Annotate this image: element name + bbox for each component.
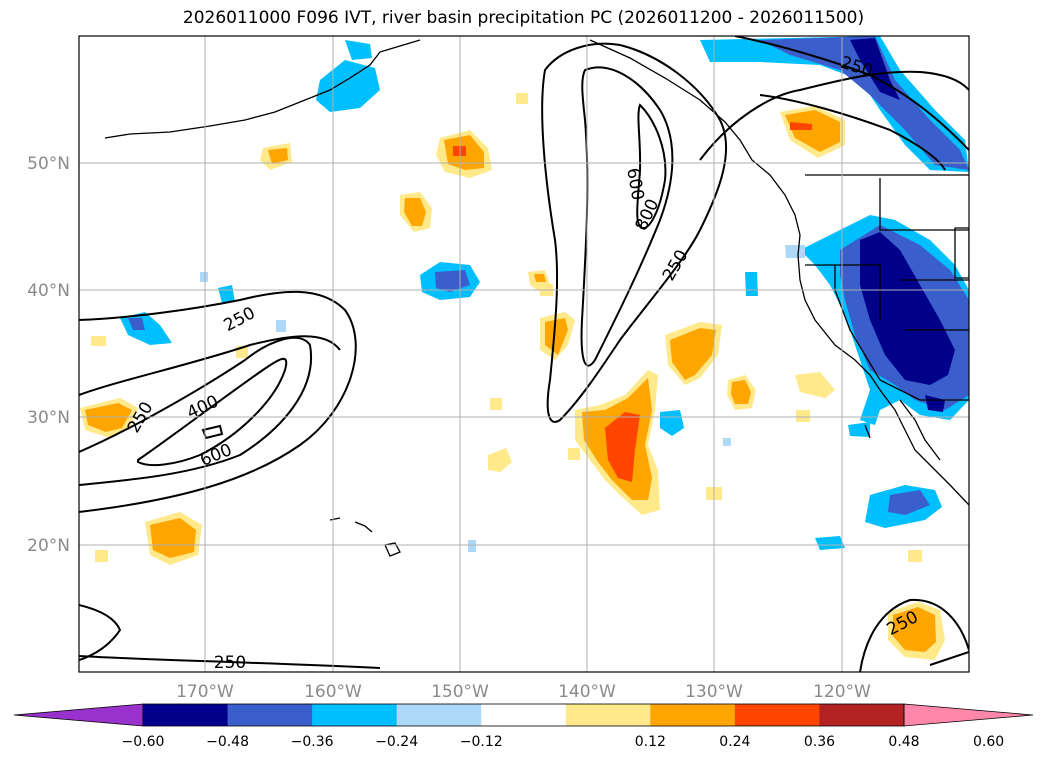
ivt-contour-400-west — [79, 336, 313, 486]
map-frame — [78, 35, 970, 673]
contour-label: 250 — [214, 653, 246, 673]
ivt-contours — [79, 36, 969, 672]
ivt-contour-250-bottom — [79, 655, 381, 669]
lon-tick-label: 140°W — [558, 682, 616, 702]
colorbar-extend-high — [903, 703, 1034, 727]
lat-tick-label: 50°N — [27, 154, 70, 174]
lon-tick-label: 130°W — [685, 682, 743, 702]
map-title: 2026011000 F096 IVT, river basin precipi… — [182, 8, 865, 28]
colorbar-tick-label: −0.48 — [206, 734, 249, 750]
ivt-contour-250-se — [859, 598, 969, 672]
ivt-contour-800-central — [636, 103, 667, 230]
coastlines — [104, 39, 969, 557]
colorbar-extend-low — [13, 703, 144, 727]
colorbar-cell — [396, 704, 482, 726]
colorbar-cell — [481, 704, 567, 726]
colorbar-tick-label: 0.36 — [804, 734, 835, 750]
colorbar-cell — [650, 704, 736, 726]
ivt-contour-250-west — [79, 290, 357, 513]
colorbar-cell — [819, 704, 905, 726]
colorbar-tick-label: 0.12 — [635, 734, 666, 750]
colorbar-tick-label: −0.60 — [122, 734, 165, 750]
colorbar-cell — [227, 704, 313, 726]
lon-tick-label: 170°W — [176, 682, 234, 702]
colorbar-tick-label: −0.36 — [291, 734, 334, 750]
lat-tick-label: 20°N — [27, 536, 70, 556]
ivt-contour-250-ne — [699, 70, 969, 161]
map-plot-area: 250 400 600 800 250 250 600 250 250 250 — [79, 36, 969, 673]
ivt-contour-250-west-outer — [79, 335, 341, 396]
colorbar-cells — [13, 703, 1034, 727]
colorbar-tick-label: −0.24 — [375, 734, 418, 750]
ivt-contour-250-ne-inner — [759, 94, 946, 171]
colorbar-frame — [142, 703, 905, 727]
ivt-contour-250-ne-outer — [734, 36, 969, 151]
colorbar-cell — [143, 704, 229, 726]
graticule — [79, 36, 969, 672]
colorbar-tick-label: 0.24 — [719, 734, 750, 750]
colorbar-cell — [734, 704, 820, 726]
lon-tick-label: 160°W — [304, 682, 362, 702]
colorbar-tick-label: 0.48 — [888, 734, 919, 750]
colorbar-cell — [565, 704, 651, 726]
lon-tick-label: 150°W — [431, 682, 489, 702]
colorbar-tick-label: −0.12 — [460, 734, 503, 750]
lat-axis: 50°N 40°N 30°N 20°N — [27, 154, 70, 556]
lat-tick-label: 40°N — [27, 281, 70, 301]
colorbar-tick-label: 0.60 — [973, 734, 1004, 750]
lat-tick-label: 30°N — [27, 408, 70, 428]
ivt-contour-250-central — [541, 42, 728, 423]
colorbar: −0.60 −0.48 −0.36 −0.24 −0.12 0.12 0.24 0.36 0.4… — [13, 703, 1034, 750]
colorbar-ticks: −0.60 −0.48 −0.36 −0.24 −0.12 0.12 0.24 0.36 0.4… — [122, 734, 1005, 750]
ivt-contour-250-se-inner — [929, 651, 969, 666]
lon-axis: 170°W 160°W 150°W 140°W 130°W 120°W — [176, 682, 871, 702]
ivt-contour-250-south — [79, 604, 122, 661]
lon-tick-label: 120°W — [813, 682, 871, 702]
colorbar-cell — [312, 704, 398, 726]
positive-precip-patches — [80, 93, 945, 660]
ivt-contour-600-west — [137, 358, 288, 467]
